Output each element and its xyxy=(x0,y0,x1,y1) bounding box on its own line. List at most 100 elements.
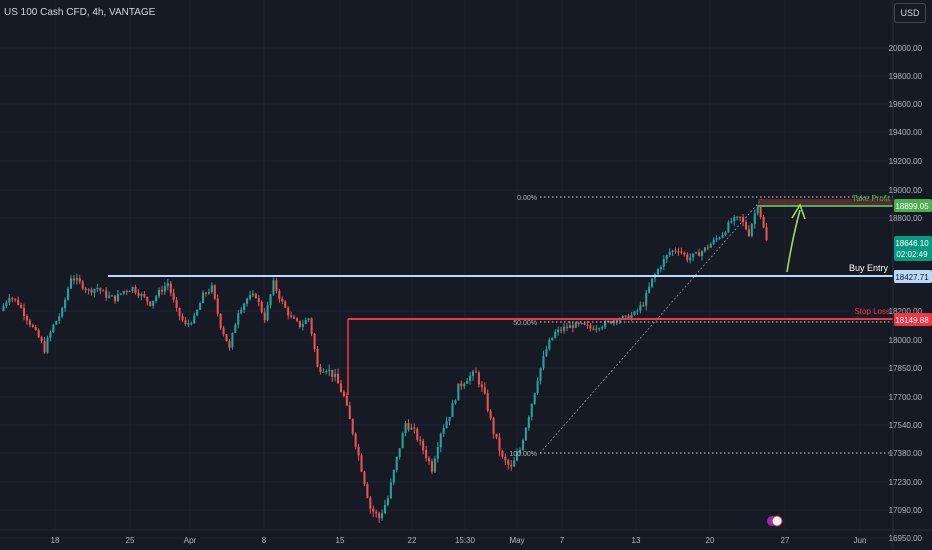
candle xyxy=(337,373,340,384)
candle xyxy=(648,286,651,293)
candle xyxy=(319,366,322,372)
candle xyxy=(595,328,598,330)
candle xyxy=(257,298,260,302)
price-axis[interactable]: 20000.00 19800.00 19600.00 19400.00 19200.00… xyxy=(889,0,923,550)
candle xyxy=(656,269,659,275)
candle xyxy=(146,296,149,302)
candle xyxy=(345,395,348,406)
candle xyxy=(8,298,11,303)
candle xyxy=(539,367,542,381)
candle xyxy=(34,326,37,330)
chart-grid xyxy=(0,0,893,539)
price-tick-label: 19000.00 xyxy=(889,186,923,195)
candle xyxy=(140,294,143,296)
candle xyxy=(589,325,592,329)
candle xyxy=(604,321,607,327)
candle xyxy=(69,278,72,289)
candle xyxy=(739,216,742,218)
candle xyxy=(577,322,580,324)
candle xyxy=(40,337,43,342)
candle xyxy=(518,449,522,454)
candle xyxy=(586,324,589,326)
candle xyxy=(207,291,210,294)
candle xyxy=(240,309,243,314)
candle xyxy=(510,464,513,467)
candle xyxy=(668,252,671,256)
fib-label-0: 0.00% xyxy=(517,195,537,202)
candle xyxy=(516,453,519,461)
candle xyxy=(721,235,724,238)
candle xyxy=(275,280,278,291)
candle xyxy=(554,331,557,338)
candle xyxy=(677,251,680,253)
candle xyxy=(175,299,178,308)
candle xyxy=(134,286,137,293)
symbol-title[interactable]: US 100 Cash CFD, 4h, VANTAGE xyxy=(4,7,156,18)
candle xyxy=(246,298,249,304)
candle xyxy=(272,280,275,295)
currency-button[interactable]: USD xyxy=(894,3,926,23)
time-tick-label: 18 xyxy=(51,536,60,545)
candle xyxy=(290,315,293,317)
candle xyxy=(425,450,428,459)
candle xyxy=(363,471,366,485)
candle xyxy=(489,410,492,419)
buy-entry-tag xyxy=(894,270,932,283)
candle xyxy=(565,326,568,329)
candle xyxy=(401,433,404,449)
candle xyxy=(703,247,706,252)
last-price-text: 18646.10 xyxy=(895,239,929,248)
target-arrow-icon xyxy=(786,209,801,273)
candle xyxy=(548,340,551,350)
candle xyxy=(680,251,683,253)
candle xyxy=(433,458,436,472)
candle xyxy=(375,511,378,514)
last-price-tag xyxy=(894,236,932,261)
candle xyxy=(287,307,290,316)
candle xyxy=(636,310,639,312)
candle xyxy=(357,446,360,456)
candle xyxy=(155,296,158,301)
candle xyxy=(5,302,8,306)
flag-icon[interactable] xyxy=(771,515,783,527)
candle xyxy=(762,217,765,228)
candle xyxy=(430,461,433,472)
candle xyxy=(251,293,254,296)
candle xyxy=(210,285,213,292)
candle xyxy=(472,371,475,376)
candle xyxy=(753,213,756,225)
candle xyxy=(307,318,310,321)
time-axis[interactable]: 18 25 Apr 8 15 22 15:30 May 7 13 20 27 Jun xyxy=(0,529,932,545)
price-tick-label: 19200.00 xyxy=(889,157,923,166)
candle xyxy=(744,222,748,230)
candle xyxy=(501,450,504,457)
candle xyxy=(381,513,384,519)
candle xyxy=(49,332,52,338)
candle xyxy=(372,508,375,512)
candlestick-series xyxy=(2,205,768,523)
candle xyxy=(407,423,410,430)
candle xyxy=(143,294,146,297)
candle xyxy=(583,323,586,325)
candle xyxy=(28,320,31,325)
candle xyxy=(756,206,759,214)
candle xyxy=(671,250,674,253)
price-tick-label: 17090.00 xyxy=(889,506,923,515)
candle xyxy=(281,298,284,302)
candle xyxy=(172,292,175,300)
candle xyxy=(689,257,692,261)
candle xyxy=(706,247,709,249)
target-arrowhead-icon xyxy=(791,203,806,220)
price-tick-label: 20000.00 xyxy=(889,44,923,53)
candle xyxy=(730,221,733,223)
time-tick-label: 15:30 xyxy=(455,536,476,545)
bar-countdown-text: 02:02:49 xyxy=(896,250,928,259)
candle xyxy=(454,400,457,404)
price-tick-label: 17700.00 xyxy=(889,393,923,402)
candle xyxy=(178,307,181,317)
fib-trend-line[interactable] xyxy=(539,198,763,454)
candle xyxy=(698,252,701,257)
buy-entry-tag-text: 18427.71 xyxy=(895,273,929,282)
candle xyxy=(313,333,316,349)
